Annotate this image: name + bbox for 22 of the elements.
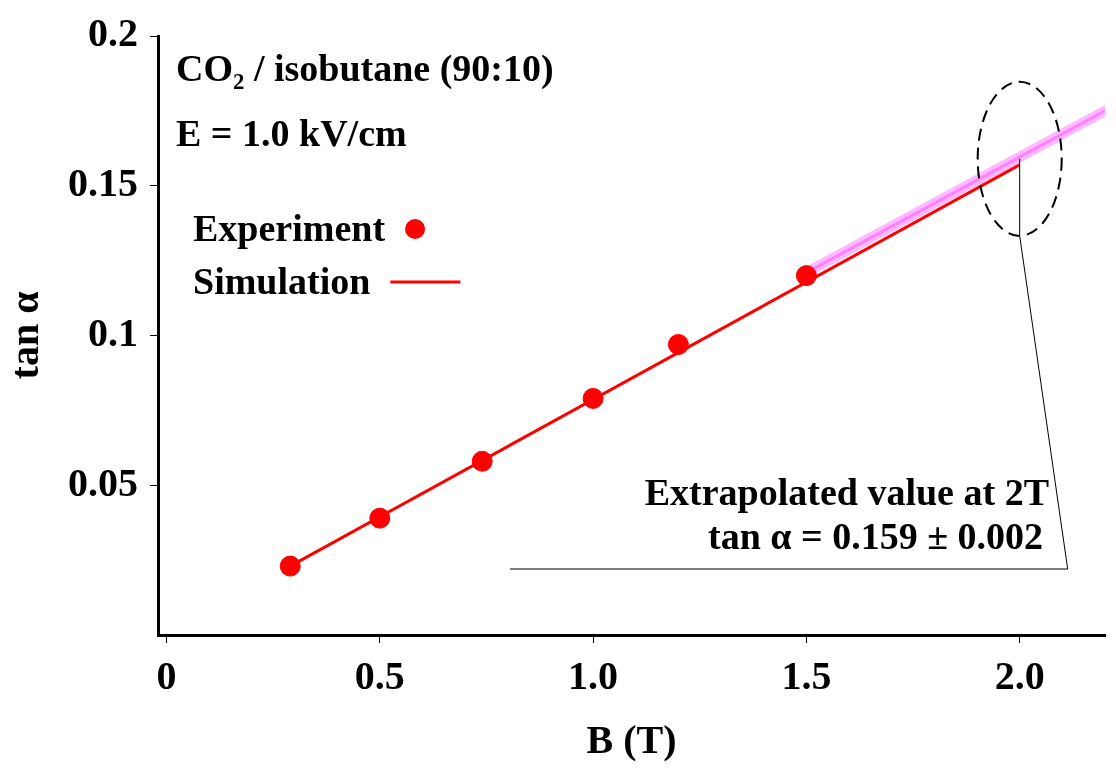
- annotation: Extrapolated value at 2T tan α = 0.159 ± 0.002: [644, 471, 1049, 557]
- point: [279, 555, 301, 577]
- x-tick-label: 1.5: [781, 653, 832, 699]
- x-tick-label: 1.0: [568, 653, 619, 699]
- y-axis-title: tan α: [2, 291, 48, 380]
- point: [667, 333, 689, 355]
- annotation: CO₂ / isobutane (90:10): [176, 47, 554, 90]
- y-tick-label: 0.05: [68, 459, 138, 505]
- legend-label: Experiment: [193, 207, 386, 249]
- y-tick-label: 0.2: [88, 10, 138, 56]
- y-tick-label: 0.15: [68, 160, 138, 206]
- annotation: E = 1.0 kV/cm: [176, 112, 407, 154]
- x-tick-label: 0: [156, 653, 177, 699]
- y-tick-label: 0.1: [88, 309, 138, 355]
- point: [471, 450, 493, 472]
- x-tick-label: 2.0: [994, 653, 1045, 699]
- legend-label: Simulation: [193, 260, 371, 302]
- point: [369, 507, 391, 529]
- x-tick-label: 0.5: [354, 653, 405, 699]
- x-axis-title: B (T): [586, 717, 677, 763]
- point: [795, 265, 817, 287]
- point: [582, 387, 604, 409]
